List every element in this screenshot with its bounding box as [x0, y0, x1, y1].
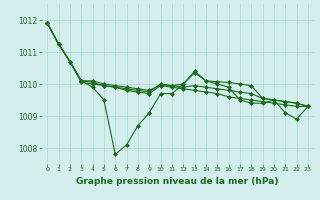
X-axis label: Graphe pression niveau de la mer (hPa): Graphe pression niveau de la mer (hPa): [76, 177, 279, 186]
